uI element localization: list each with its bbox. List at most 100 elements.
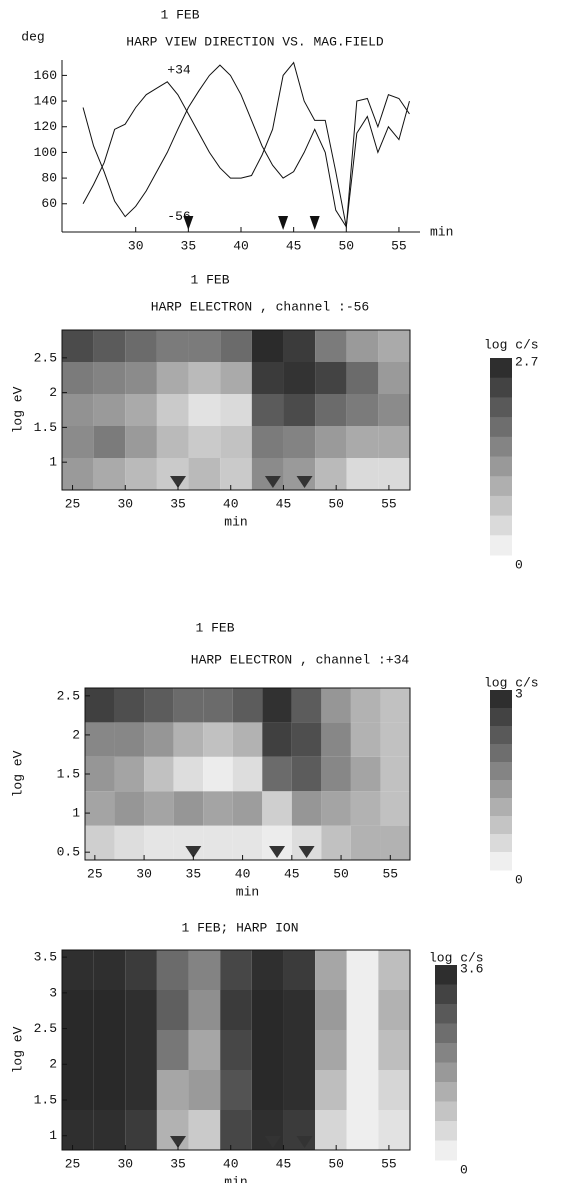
- contour-cell: [346, 426, 379, 458]
- contour-cell: [283, 1030, 316, 1070]
- contour-cell: [144, 791, 174, 826]
- contour-cell: [173, 791, 204, 826]
- colorbar-band: [490, 744, 512, 763]
- contour-cell: [203, 756, 233, 792]
- contour-cell: [220, 330, 252, 362]
- chart-title: 1 FEB: [190, 272, 229, 287]
- contour-cell: [232, 825, 263, 860]
- colorbar-band: [435, 1062, 457, 1083]
- x-tick-label: 30: [128, 238, 144, 253]
- contour-cell: [262, 756, 292, 792]
- contour-cell: [262, 722, 292, 757]
- contour-cell: [62, 362, 94, 394]
- contour-cell: [93, 1030, 126, 1070]
- annotation: -56: [167, 209, 190, 224]
- contour-cell: [350, 756, 381, 792]
- y-tick-label: 1.5: [34, 1092, 57, 1107]
- colorbar-band: [490, 515, 512, 536]
- contour-cell: [93, 1070, 126, 1110]
- contour-cell: [125, 1110, 157, 1150]
- contour-cell: [156, 1110, 189, 1150]
- x-tick-label: 55: [381, 496, 397, 511]
- colorbar-label: log c/s: [484, 675, 539, 690]
- x-axis-label: min: [236, 884, 259, 899]
- y-tick-label: 1: [72, 806, 80, 821]
- contour-cell: [321, 722, 351, 757]
- chart-subtitle: HARP ELECTRON , channel :-56: [151, 299, 369, 314]
- contour-cell: [283, 362, 316, 394]
- colorbar-tick-label: 3: [515, 686, 523, 701]
- chart-title: 1 FEB: [160, 7, 199, 22]
- colorbar-band: [490, 476, 512, 497]
- contour-cell: [378, 426, 410, 458]
- x-tick-label: 50: [328, 1156, 344, 1171]
- contour-cell: [378, 330, 410, 362]
- x-tick-label: 40: [223, 1156, 239, 1171]
- colorbar-band: [490, 456, 512, 477]
- contour-cell: [378, 458, 410, 490]
- event-marker: [264, 476, 281, 488]
- x-tick-label: 55: [382, 866, 398, 881]
- contour-cell: [173, 756, 204, 792]
- y-tick-label: 140: [34, 94, 57, 109]
- colorbar-band: [435, 965, 457, 985]
- x-axis-label: min: [224, 1174, 247, 1183]
- colorbar-tick-label: 0: [460, 1162, 468, 1177]
- contour-cell: [188, 990, 221, 1030]
- contour-cell: [125, 394, 157, 426]
- contour-cell: [350, 722, 381, 757]
- event-marker: [264, 1136, 281, 1148]
- y-tick-label: 1: [49, 1128, 57, 1143]
- x-tick-label: 35: [181, 238, 197, 253]
- contour-cell: [378, 1110, 410, 1150]
- contour-cell: [378, 362, 410, 394]
- colorbar-band: [435, 1082, 457, 1102]
- data-line: [82, 61, 410, 227]
- contour-cell: [144, 688, 174, 723]
- colorbar-band: [435, 1121, 457, 1141]
- colorbar-band: [435, 1043, 457, 1063]
- colorbar-band: [490, 816, 512, 835]
- colorbar-band: [435, 1004, 457, 1024]
- contour-cell: [315, 362, 347, 394]
- contour-cell: [262, 791, 292, 826]
- event-marker: [296, 476, 313, 488]
- contour-cell: [321, 688, 351, 723]
- contour-cell: [203, 688, 233, 723]
- contour-cell: [350, 825, 381, 860]
- colorbar-band: [490, 798, 512, 817]
- y-tick-label: 1: [49, 455, 57, 470]
- contour-cell: [315, 426, 347, 458]
- chart-title: 1 FEB: [195, 620, 234, 635]
- contour-cell: [62, 1030, 94, 1070]
- contour-cell: [350, 688, 381, 723]
- event-marker: [296, 1136, 313, 1148]
- y-tick-label: 3.5: [34, 950, 57, 965]
- colorbar-band: [435, 1023, 457, 1044]
- contour-cell: [220, 1070, 252, 1110]
- contour-cell: [315, 330, 347, 362]
- contour-cell: [283, 1110, 316, 1150]
- contour-cell: [188, 330, 221, 362]
- contour-cell: [220, 950, 252, 990]
- contour-cell: [188, 1070, 221, 1110]
- contour-cell: [283, 330, 316, 362]
- contour-cell: [144, 825, 174, 860]
- contour-cell: [380, 688, 410, 723]
- contour-cell: [62, 330, 94, 362]
- y-tick-label: 2.5: [34, 350, 57, 365]
- x-tick-label: 35: [170, 1156, 186, 1171]
- contour-cell: [62, 1110, 94, 1150]
- contour-cell: [62, 990, 94, 1030]
- contour-cell: [283, 458, 316, 490]
- contour-cell: [350, 791, 381, 826]
- y-axis-label: log eV: [10, 750, 25, 797]
- contour-cell: [85, 722, 115, 757]
- contour-cell: [156, 990, 189, 1030]
- contour-cell: [378, 394, 410, 426]
- contour-cell: [220, 458, 252, 490]
- colorbar-band: [490, 397, 512, 418]
- colorbar-label: log c/s: [429, 950, 484, 965]
- contour-cell: [251, 426, 284, 458]
